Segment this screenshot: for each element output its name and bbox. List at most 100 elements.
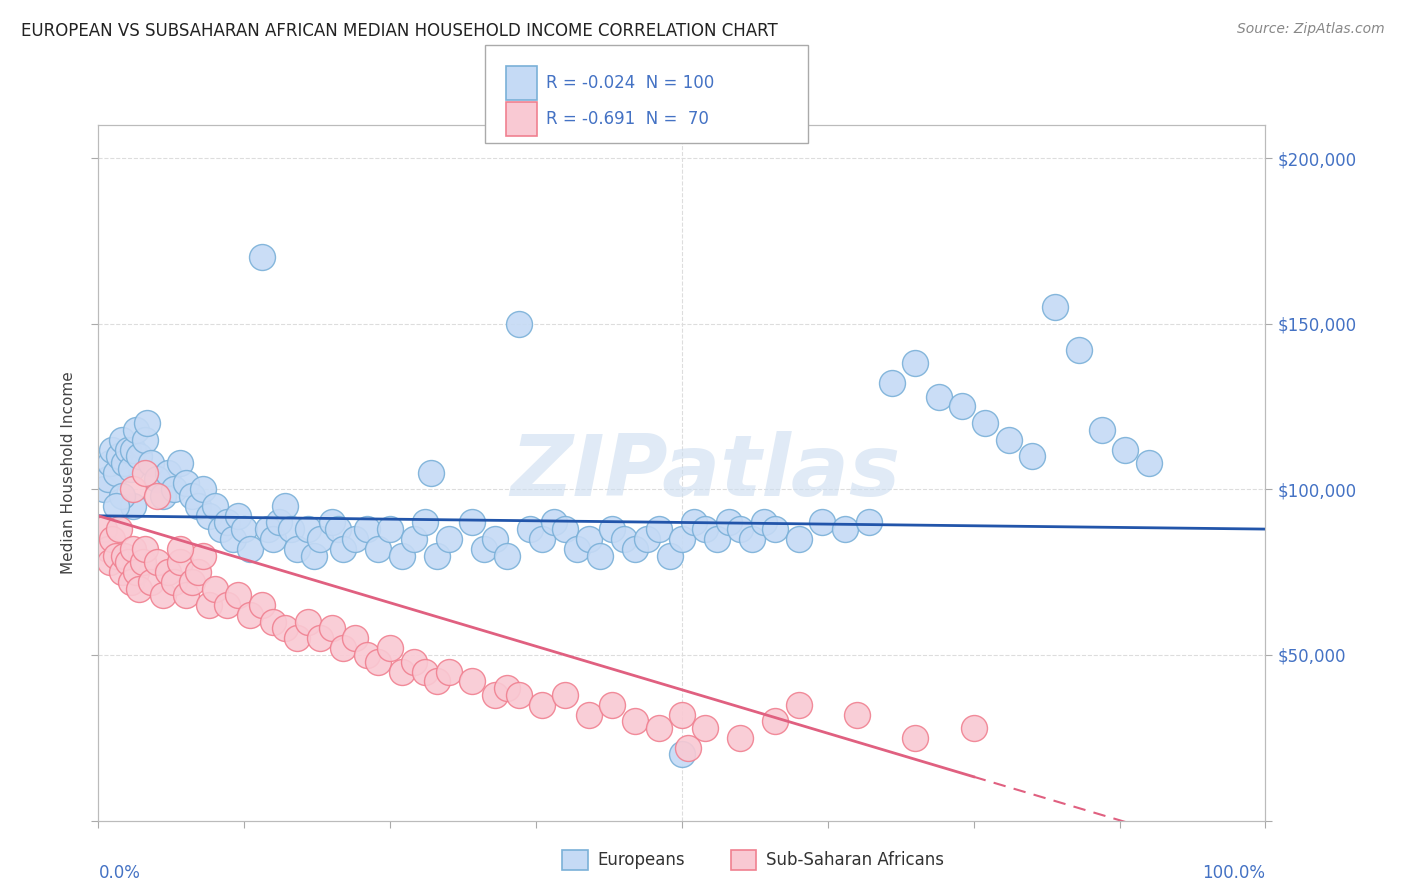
Point bbox=[108, 522, 131, 536]
Point bbox=[811, 516, 834, 530]
Point bbox=[344, 532, 367, 546]
Point bbox=[98, 555, 121, 569]
Point bbox=[717, 516, 740, 530]
Point bbox=[157, 565, 180, 579]
Point bbox=[730, 522, 752, 536]
Point bbox=[169, 541, 191, 556]
Point bbox=[180, 575, 202, 590]
Point bbox=[97, 541, 120, 556]
Point bbox=[763, 522, 786, 536]
Point bbox=[93, 522, 115, 536]
Point bbox=[600, 698, 623, 712]
Point bbox=[682, 516, 704, 530]
Point bbox=[134, 541, 156, 556]
Point bbox=[146, 472, 169, 486]
Text: 0.0%: 0.0% bbox=[98, 863, 141, 881]
Point bbox=[104, 466, 127, 480]
Point bbox=[846, 707, 869, 722]
Point bbox=[543, 516, 565, 530]
Point bbox=[378, 522, 402, 536]
Point bbox=[589, 549, 612, 563]
Point bbox=[139, 575, 162, 590]
Point bbox=[1137, 456, 1160, 470]
Point bbox=[146, 555, 169, 569]
Point bbox=[250, 251, 273, 265]
Point bbox=[187, 499, 209, 513]
Point bbox=[101, 532, 124, 546]
Point bbox=[636, 532, 658, 546]
Point bbox=[787, 532, 810, 546]
Point bbox=[904, 356, 927, 370]
Point bbox=[495, 681, 517, 695]
Point bbox=[104, 499, 127, 513]
Point bbox=[111, 433, 134, 447]
Point bbox=[233, 522, 256, 536]
Point bbox=[378, 641, 402, 656]
Point bbox=[239, 541, 262, 556]
Point bbox=[578, 532, 600, 546]
Point bbox=[321, 516, 343, 530]
Point bbox=[578, 707, 600, 722]
Point bbox=[128, 582, 150, 596]
Point bbox=[117, 442, 139, 457]
Point bbox=[180, 489, 202, 503]
Point bbox=[974, 416, 997, 430]
Point bbox=[763, 714, 786, 729]
Point bbox=[111, 565, 134, 579]
Point bbox=[285, 632, 308, 646]
Point bbox=[101, 442, 124, 457]
Point bbox=[508, 688, 530, 702]
Point bbox=[169, 555, 191, 569]
Point bbox=[93, 483, 115, 497]
Point bbox=[624, 541, 647, 556]
Point bbox=[174, 588, 197, 602]
Point bbox=[104, 549, 127, 563]
Point bbox=[97, 472, 120, 486]
Point bbox=[112, 549, 135, 563]
Point bbox=[962, 721, 984, 735]
Point bbox=[1021, 449, 1043, 463]
Point bbox=[420, 466, 443, 480]
Point bbox=[262, 532, 284, 546]
Point bbox=[128, 449, 150, 463]
Point bbox=[624, 714, 647, 729]
Point bbox=[122, 541, 145, 556]
Point bbox=[239, 608, 262, 623]
Point bbox=[125, 565, 148, 579]
Point bbox=[228, 508, 250, 523]
Point bbox=[204, 499, 226, 513]
Point bbox=[309, 532, 332, 546]
Point bbox=[554, 522, 576, 536]
Point bbox=[413, 516, 436, 530]
Point bbox=[519, 522, 541, 536]
Point bbox=[437, 532, 460, 546]
Point bbox=[530, 698, 553, 712]
Point bbox=[274, 499, 297, 513]
Point bbox=[997, 433, 1019, 447]
Point bbox=[134, 466, 156, 480]
Text: ZIPatlas: ZIPatlas bbox=[510, 431, 900, 515]
Point bbox=[1067, 343, 1090, 358]
Point bbox=[834, 522, 856, 536]
Point bbox=[274, 622, 297, 636]
Point bbox=[858, 516, 880, 530]
Text: Europeans: Europeans bbox=[598, 851, 685, 869]
Point bbox=[600, 522, 623, 536]
Point bbox=[198, 599, 221, 613]
Point bbox=[297, 615, 319, 629]
Point bbox=[125, 423, 148, 437]
Point bbox=[950, 400, 973, 414]
Point bbox=[120, 462, 142, 476]
Point bbox=[122, 499, 145, 513]
Point bbox=[1045, 300, 1067, 314]
Point bbox=[280, 522, 302, 536]
Point bbox=[204, 582, 226, 596]
Point bbox=[117, 555, 139, 569]
Point bbox=[402, 655, 425, 669]
Point bbox=[215, 516, 238, 530]
Point bbox=[554, 688, 576, 702]
Point bbox=[647, 522, 669, 536]
Point bbox=[262, 615, 284, 629]
Point bbox=[169, 456, 191, 470]
Text: Source: ZipAtlas.com: Source: ZipAtlas.com bbox=[1237, 22, 1385, 37]
